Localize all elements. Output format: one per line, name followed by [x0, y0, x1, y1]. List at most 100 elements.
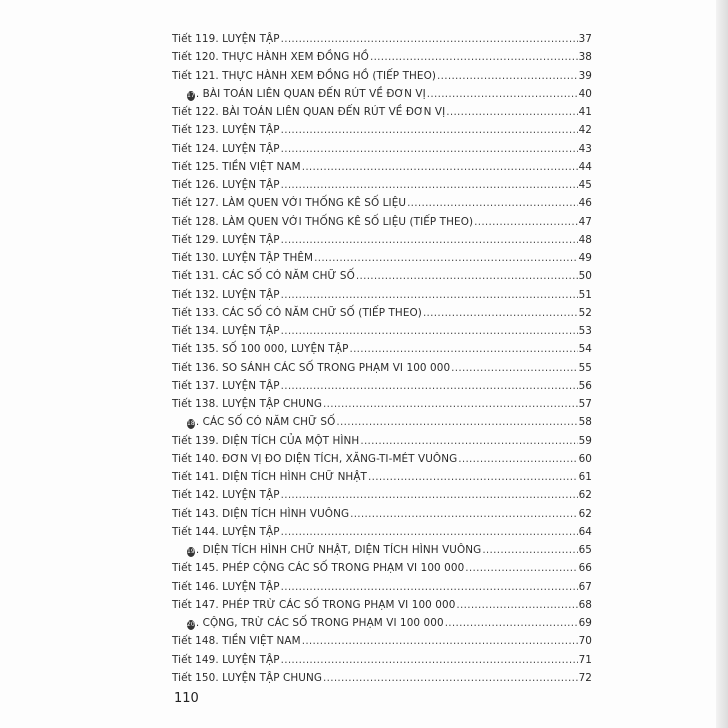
toc-row: Tiết 121. THỰC HÀNH XEM ĐỒNG HỒ (TIẾP TH… [172, 70, 592, 88]
toc-entry-title: . BÀI TOÁN LIÊN QUAN ĐẾN RÚT VỀ ĐƠN VỊ [195, 87, 426, 100]
dot-leader [281, 489, 578, 501]
toc-entry-page: 50 [578, 270, 592, 283]
toc-entry-page: 68 [578, 598, 592, 611]
section-number-badge: 20 [187, 620, 195, 630]
toc-entry-title: Tiết 149. LUYỆN TẬP [172, 653, 280, 666]
dot-leader [281, 380, 578, 392]
toc-row: Tiết 145. PHÉP CỘNG CÁC SỐ TRONG PHẠM VI… [172, 562, 592, 580]
section-number-badge: 17 [187, 90, 195, 101]
toc-entry-page: 65 [578, 544, 592, 556]
toc-entry-title: Tiết 123. LUYỆN TẬP [172, 124, 280, 137]
toc-entry-title: Tiết 141. DIỆN TÍCH HÌNH CHỮ NHẬT [172, 471, 368, 483]
toc-entry-title: Tiết 134. LUYỆN TẬP [172, 325, 280, 337]
toc-entry-page: 71 [578, 653, 592, 666]
toc-section-row: 19. DIỆN TÍCH HÌNH CHỮ NHẬT, DIỆN TÍCH H… [172, 544, 592, 562]
toc-row: Tiết 149. LUYỆN TẬP 71 [172, 654, 592, 672]
toc-entry-title: Tiết 150. LUYỆN TẬP CHUNG [172, 671, 323, 684]
dot-leader [368, 471, 578, 483]
toc-entry-page: 69 [578, 617, 592, 629]
toc-entry-page: 46 [578, 197, 592, 210]
toc-entry-page: 39 [578, 69, 592, 82]
toc-row: Tiết 120. THỰC HÀNH XEM ĐỒNG HỒ 38 [172, 51, 592, 69]
dot-leader [360, 435, 577, 447]
toc-row: Tiết 150. LUYỆN TẬP CHUNG 72 [172, 672, 592, 690]
dot-leader [370, 51, 578, 63]
toc-row: Tiết 133. CÁC SỐ CÓ NĂM CHỮ SỐ (TIẾP THE… [172, 307, 592, 325]
toc-entry-title: Tiết 142. LUYỆN TẬP [172, 489, 280, 502]
toc-entry-title: Tiết 121. THỰC HÀNH XEM ĐỒNG HỒ (TIẾP TH… [172, 69, 437, 82]
toc-entry-page: 41 [578, 106, 592, 118]
dot-leader [281, 234, 578, 246]
dot-leader [458, 453, 577, 465]
toc-row: Tiết 127. LÀM QUEN VỚI THỐNG KÊ SỐ LIỆU 4… [172, 197, 592, 215]
dot-leader [437, 70, 578, 82]
toc-entry-page: 62 [578, 489, 592, 502]
toc-row: Tiết 128. LÀM QUEN VỚI THỐNG KÊ SỐ LIỆU … [172, 216, 592, 234]
toc-entry-page: 57 [578, 398, 592, 410]
toc-entry-title: Tiết 139. DIỆN TÍCH CỦA MỘT HÌNH [172, 434, 360, 447]
scan-page-edge [716, 0, 728, 728]
dot-leader [302, 635, 578, 647]
toc-entry-page: 40 [578, 87, 592, 100]
page-number: 110 [174, 691, 199, 706]
toc-row: Tiết 137. LUYỆN TẬP 56 [172, 380, 592, 398]
toc-entry-page: 43 [578, 142, 592, 155]
dot-leader [323, 398, 578, 410]
toc-entry-page: 55 [578, 361, 592, 374]
dot-leader [336, 416, 577, 428]
toc-row: Tiết 147. PHÉP TRỪ CÁC SỐ TRONG PHẠM VI … [172, 599, 592, 617]
dot-leader [445, 617, 578, 629]
toc-entry-page: 58 [578, 416, 592, 429]
toc-entry-page: 49 [578, 252, 592, 264]
dot-leader [281, 143, 578, 155]
toc-entry-page: 64 [578, 525, 592, 538]
dot-leader [302, 161, 578, 173]
dot-leader [427, 88, 578, 100]
toc-entry-title: Tiết 136. SO SÁNH CÁC SỐ TRONG PHẠM VI 1… [172, 361, 451, 374]
toc-entry-title: Tiết 119. LUYỆN TẬP [172, 33, 280, 45]
toc-row: Tiết 134. LUYỆN TẬP 53 [172, 325, 592, 343]
toc-entry-title: Tiết 135. SỐ 100 000, LUYỆN TẬP [172, 343, 349, 356]
dot-leader [281, 289, 578, 301]
toc-entry-title: Tiết 132. LUYỆN TẬP [172, 288, 280, 301]
toc-entry-title: Tiết 138. LUYỆN TẬP CHUNG [172, 398, 323, 410]
section-number-badge: 18 [187, 419, 195, 430]
dot-leader [281, 33, 578, 45]
toc-entry-page: 53 [578, 325, 592, 337]
toc-entry-title: Tiết 147. PHÉP TRỪ CÁC SỐ TRONG PHẠM VI … [172, 598, 456, 611]
toc-row: Tiết 129. LUYỆN TẬP 48 [172, 234, 592, 252]
toc-entry-title: Tiết 137. LUYỆN TẬP [172, 379, 280, 392]
dot-leader [465, 562, 577, 574]
toc-entry-title: Tiết 128. LÀM QUEN VỚI THỐNG KÊ SỐ LIỆU … [172, 215, 474, 228]
toc-row: Tiết 143. DIỆN TÍCH HÌNH VUÔNG 62 [172, 508, 592, 526]
toc-entry-page: 66 [578, 562, 592, 575]
dot-leader [482, 544, 577, 556]
toc-row: Tiết 125. TIỀN VIỆT NAM 44 [172, 161, 592, 179]
toc-entry-title: Tiết 127. LÀM QUEN VỚI THỐNG KÊ SỐ LIỆU [172, 197, 407, 210]
toc-section-row: 18. CÁC SỐ CÓ NĂM CHỮ SỐ 58 [172, 416, 592, 434]
dot-leader [281, 325, 578, 337]
toc-entry-title: Tiết 148. TIỀN VIỆT NAM [172, 635, 301, 648]
toc-entry-title: . CỘNG, TRỪ CÁC SỐ TRONG PHẠM VI 100 000 [195, 617, 444, 629]
toc-row: Tiết 123. LUYỆN TẬP 42 [172, 124, 592, 142]
toc-entry-page: 51 [578, 288, 592, 301]
toc-entry-title: Tiết 126. LUYỆN TẬP [172, 179, 280, 191]
dot-leader [407, 197, 578, 209]
toc-entry-title: Tiết 143. DIỆN TÍCH HÌNH VUÔNG [172, 507, 350, 520]
toc-row: Tiết 130. LUYỆN TẬP THÊM 49 [172, 252, 592, 270]
toc-entry-title: Tiết 122. BÀI TOÁN LIÊN QUAN ĐẾN RÚT VỀ … [172, 106, 446, 118]
toc-row: Tiết 136. SO SÁNH CÁC SỐ TRONG PHẠM VI 1… [172, 362, 592, 380]
dot-leader [281, 179, 578, 191]
dot-leader [349, 343, 577, 355]
toc-entry-title: Tiết 140. ĐƠN VỊ ĐO DIỆN TÍCH, XĂNG-TI-M… [172, 452, 458, 465]
dot-leader [314, 252, 577, 264]
toc-row: Tiết 131. CÁC SỐ CÓ NĂM CHỮ SỐ 50 [172, 270, 592, 288]
toc-entry-page: 60 [578, 452, 592, 465]
toc-row: Tiết 141. DIỆN TÍCH HÌNH CHỮ NHẬT 61 [172, 471, 592, 489]
toc-entry-page: 37 [578, 33, 592, 45]
toc-row: Tiết 139. DIỆN TÍCH CỦA MỘT HÌNH 59 [172, 435, 592, 453]
toc-entry-title: Tiết 133. CÁC SỐ CÓ NĂM CHỮ SỐ (TIẾP THE… [172, 306, 422, 319]
toc-row: Tiết 132. LUYỆN TẬP 51 [172, 289, 592, 307]
toc-entry-page: 47 [578, 215, 592, 228]
toc-entry-page: 62 [578, 507, 592, 520]
